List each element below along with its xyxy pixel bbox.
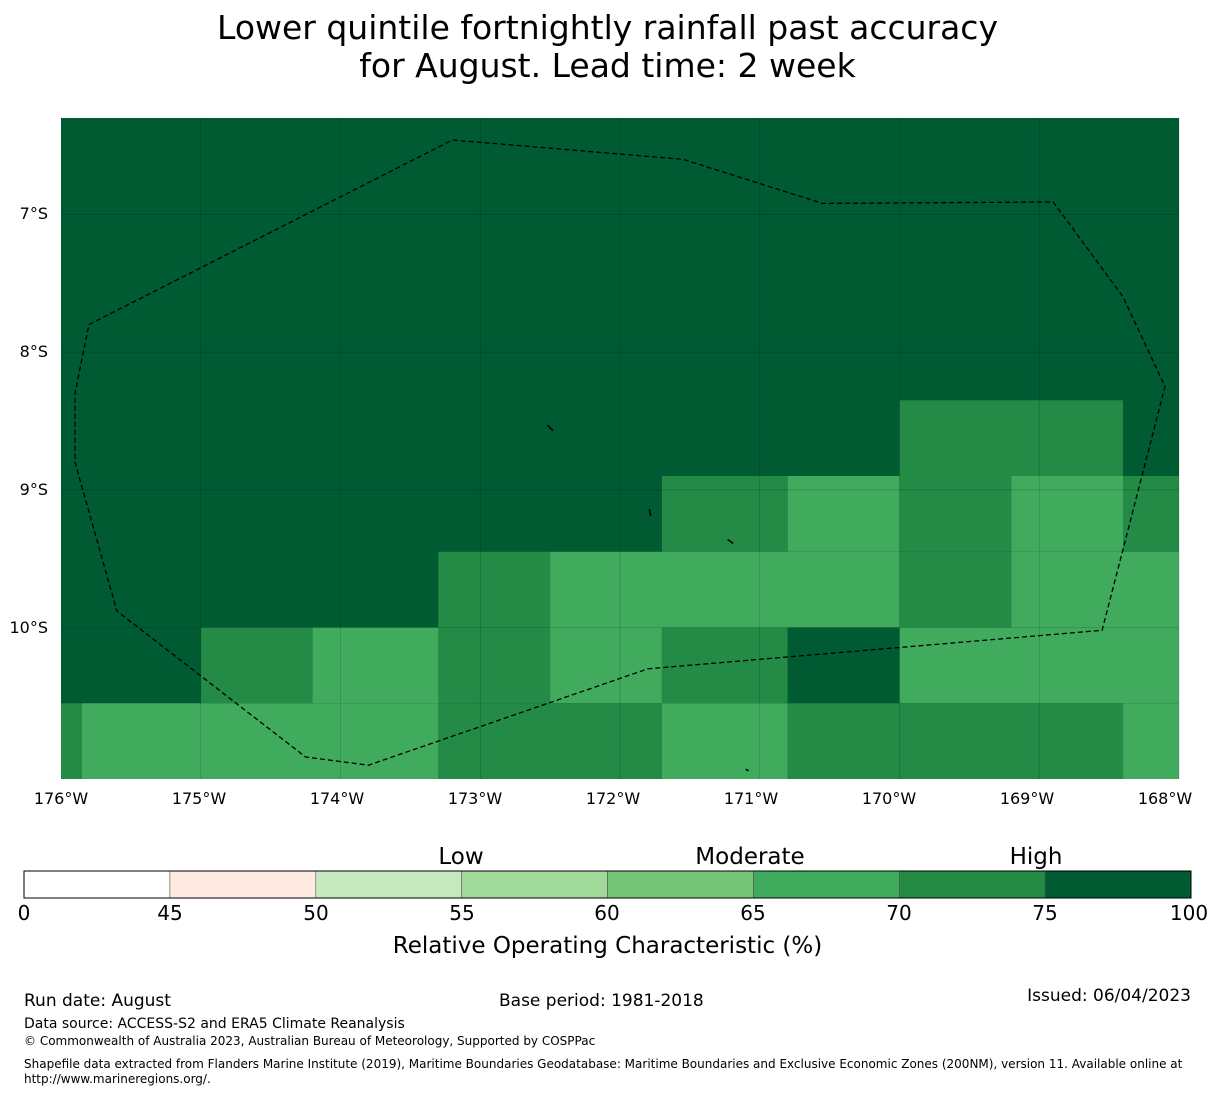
run-date: Run date: August [24,991,171,1011]
island-outline [745,768,749,772]
colorbar-label-moderate: Moderate [695,844,805,870]
roc-cell [550,627,662,704]
colorbar-frame [23,870,1192,899]
lon-tick-175w: 175°W [171,789,227,808]
colorbar-tick: 45 [157,901,183,925]
colorbar-segment [315,870,462,899]
roc-cell [899,627,1179,704]
roc-cell [1123,400,1179,476]
colorbar-segment [753,870,900,899]
colorbar-label-high: High [1009,844,1063,870]
roc-cell [899,551,1012,628]
roc-cell [1011,476,1124,552]
base-period: Base period: 1981-2018 [499,991,704,1011]
map-gridlines [61,118,1180,779]
lon-tick-170w: 170°W [861,789,917,808]
issued-date: Issued: 06/04/2023 [1027,986,1191,1006]
roc-cell [200,627,313,704]
colorbar [23,870,1192,899]
lat-tick-8s: 8°S [19,342,48,361]
roc-cells [61,118,1179,779]
lon-tick-172w: 172°W [585,789,641,808]
roc-cell [312,627,439,704]
colorbar-tick: 55 [449,901,475,925]
colorbar-tick: 75 [1032,901,1058,925]
island-outline [546,424,554,432]
lon-tick-171w: 171°W [723,789,779,808]
lon-tick-168w: 168°W [1137,789,1193,808]
lon-tick-173w: 173°W [447,789,503,808]
roc-cell [899,400,1124,476]
roc-cell [787,476,900,552]
colorbar-tick: 70 [886,901,912,925]
colorbar-segment [1044,870,1192,899]
chart-title-line1: Lower quintile fortnightly rainfall past… [217,8,998,47]
roc-cell [550,551,900,628]
colorbar-tick: 65 [740,901,766,925]
island-outline [648,508,652,517]
colorbar-segment [898,870,1046,899]
roc-cell [61,503,439,628]
roc-cell [438,703,662,779]
colorbar-tick: 60 [594,901,620,925]
lat-tick-10s: 10°S [9,618,48,637]
roc-cell [661,476,788,552]
shapefile-credit-line2: http://www.marineregions.org/. [24,1072,211,1086]
data-source: Data source: ACCESS-S2 and ERA5 Climate … [24,1016,405,1032]
colorbar-segment [607,870,754,899]
roc-cell [438,627,551,704]
lon-tick-174w: 174°W [309,789,365,808]
roc-cell [787,703,1124,779]
colorbar-segment [169,870,317,899]
lon-tick-176w: 176°W [33,789,89,808]
lat-tick-9s: 9°S [19,480,48,499]
colorbar-segment [23,870,171,899]
islands [546,424,749,772]
colorbar-segment [461,870,608,899]
shapefile-credit-line1: Shapefile data extracted from Flanders M… [24,1057,1183,1071]
copyright: © Commonwealth of Australia 2023, Austra… [24,1034,596,1048]
roc-cell [61,627,201,704]
colorbar-label-low: Low [438,844,484,870]
roc-cell [61,703,82,779]
colorbar-tick: 50 [303,901,329,925]
roc-cell [787,627,900,704]
colorbar-title: Relative Operating Characteristic (%) [392,933,823,959]
roc-cell [82,703,439,779]
roc-cell [438,551,551,628]
island-outline [727,538,734,545]
roc-cell [550,503,662,552]
lat-tick-7s: 7°S [19,204,48,223]
chart-title-line2: for August. Lead time: 2 week [359,46,856,85]
roc-cell [899,476,1012,552]
roc-cell [1011,551,1179,628]
lon-tick-169w: 169°W [999,789,1055,808]
roc-cell [661,627,788,704]
colorbar-tick: 0 [17,901,31,925]
roc-cell [661,703,788,779]
eez-boundary-line [74,139,1166,766]
eez-boundary [74,139,1166,766]
roc-cell [1123,703,1179,779]
colorbar-tick: 100 [1169,901,1209,925]
